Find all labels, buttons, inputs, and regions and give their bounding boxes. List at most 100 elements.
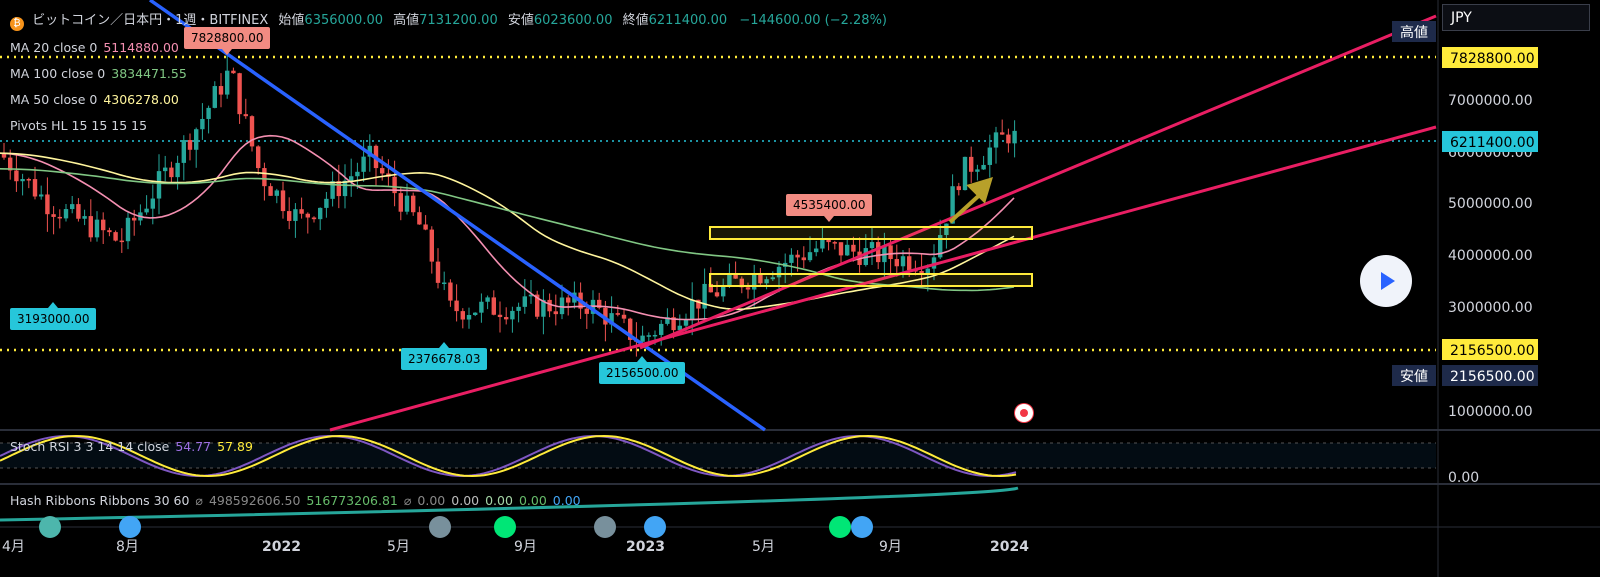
pivots-legend[interactable]: Pivots HL 15 15 15 15 [10, 118, 147, 133]
price-tick: 3000000.00 [1448, 300, 1533, 316]
hash-signal-dot [829, 516, 851, 538]
candle-body [938, 235, 943, 258]
candle-body [287, 211, 292, 221]
time-tick: 5月 [387, 539, 410, 555]
candle-body [349, 176, 354, 181]
symbol-name[interactable]: ビットコイン／日本円・1週・BITFINEX [32, 13, 269, 28]
candle-body [411, 195, 416, 213]
candle-body [609, 313, 614, 325]
candle-body [925, 268, 930, 275]
candle-body [274, 190, 279, 196]
low-axis-value-2: 2156500.00 [1450, 369, 1535, 385]
candle-body [981, 164, 986, 170]
low-value: 6023600.00 [533, 13, 613, 28]
candle-body [144, 208, 149, 213]
candle-body [597, 299, 602, 308]
candle-body [752, 274, 757, 290]
time-axis: 4月 8月 2022 5月 9月 2023 5月 9月 2024 [2, 539, 1029, 555]
hash-val-4: 0.00 [485, 493, 513, 508]
candle-body [460, 311, 465, 320]
candle-body [175, 162, 180, 178]
candle-body [280, 190, 286, 212]
time-tick: 2023 [626, 539, 665, 555]
price-tick: 1000000.00 [1448, 404, 1533, 420]
pivot-low-2021-bg [10, 308, 96, 330]
hash-val-3: 0.00 [451, 493, 480, 508]
candle-body [491, 297, 496, 315]
hash-ribbon [0, 486, 1019, 522]
stoch-d-line [0, 434, 1017, 478]
candle-body [776, 266, 782, 278]
play-icon[interactable] [1360, 255, 1412, 307]
candle-body [156, 171, 162, 199]
candle-body [45, 194, 50, 215]
high-axis-label: 高値 [1400, 24, 1428, 41]
high-axis-value: 7828800.00 [1450, 51, 1535, 67]
change-value: −144600.00 (−2.28%) [739, 13, 888, 28]
time-tick: 8月 [116, 539, 139, 555]
candle-body [758, 274, 763, 284]
hash-legend[interactable]: Hash Ribbons Ribbons 30 60 ⌀ 498592606.50 5… [10, 493, 581, 508]
last-price-tag-bg [1442, 131, 1538, 152]
hash-signal-dot [851, 516, 873, 538]
price-tick: 4000000.00 [1448, 248, 1533, 264]
candle-body [553, 311, 558, 315]
candle-body [559, 297, 565, 315]
stoch-legend[interactable]: Stoch RSI 3 3 14 14 close 54.77 57.89 [10, 439, 253, 454]
pivots-label: Pivots HL 15 15 15 15 [10, 118, 148, 133]
uptrend-line-upper [639, 14, 1437, 350]
time-tick: 2024 [990, 539, 1029, 555]
close-value: 6211400.00 [648, 13, 728, 28]
candle-body [473, 312, 478, 315]
resistance-zone [709, 226, 1033, 240]
last-price-tag: 6211400.00 [1450, 135, 1535, 151]
hash-signal-dot [494, 516, 516, 538]
candle-body [671, 317, 676, 331]
ma100-legend[interactable]: MA 100 close 0 3834471.55 [10, 66, 187, 81]
ma50-line [0, 152, 1015, 311]
candle-body [826, 239, 831, 243]
candle-body [398, 193, 403, 212]
hash-val-0: 498592606.50 [208, 493, 301, 508]
candle-body [119, 240, 124, 243]
time-tick: 9月 [879, 539, 902, 555]
candle-body [14, 170, 19, 182]
record-icon[interactable] [1015, 404, 1033, 422]
ma20-value: 5114880.00 [103, 40, 179, 55]
candle-body [429, 229, 434, 262]
hash-signal-dot [119, 516, 141, 538]
candle-body [88, 216, 93, 238]
candle-body [745, 287, 751, 290]
candle-body [181, 140, 186, 163]
hash-val-5: 0.00 [518, 493, 547, 508]
ma100-value: 3834471.55 [111, 66, 187, 81]
time-tick: 4月 [2, 539, 25, 555]
pivot-low-2021-arrow [48, 302, 58, 308]
candle-body [324, 198, 329, 208]
candle-body [132, 217, 137, 221]
candle-body [169, 167, 174, 178]
pivot-high-2023-arrow [824, 216, 834, 222]
ma50-legend[interactable]: MA 50 close 0 4306278.00 [10, 92, 179, 107]
projection-arrow [948, 177, 993, 224]
uptrend-line-lower [329, 125, 1437, 432]
currency-selector[interactable]: JPY [1442, 4, 1590, 31]
candle-body [820, 239, 825, 249]
high-axis-label-bg [1392, 21, 1436, 42]
stoch-k-line [0, 435, 1017, 477]
candle-body [206, 107, 211, 119]
ma50-value: 4306278.00 [103, 92, 179, 107]
candle-body [665, 317, 670, 324]
candle-body [838, 242, 844, 256]
candle-body [51, 214, 56, 217]
ma20-legend[interactable]: MA 20 close 0 5114880.00 [10, 40, 179, 55]
candle-body [652, 334, 658, 337]
candle-body [845, 244, 850, 256]
candle-body [1000, 132, 1005, 135]
pivot-low-2022b-bg [599, 362, 685, 384]
candle-body [256, 146, 261, 169]
candle-body [342, 180, 348, 197]
candle-body [435, 261, 441, 283]
